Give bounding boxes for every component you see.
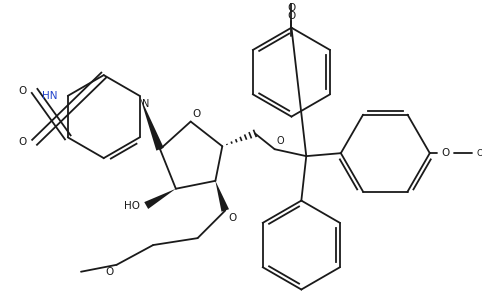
Text: O: O <box>193 109 201 119</box>
Text: HO: HO <box>124 200 140 211</box>
Text: O: O <box>18 137 27 147</box>
Text: O: O <box>476 149 482 158</box>
Text: O: O <box>287 3 295 13</box>
Text: N: N <box>142 99 149 109</box>
Polygon shape <box>215 181 229 212</box>
Text: O: O <box>18 86 27 96</box>
Text: O: O <box>442 148 450 158</box>
Text: O: O <box>106 267 114 277</box>
Polygon shape <box>140 96 164 151</box>
Text: O: O <box>228 213 237 223</box>
Text: O: O <box>277 136 284 146</box>
Text: O: O <box>287 11 295 21</box>
Text: HN: HN <box>42 91 58 101</box>
Polygon shape <box>144 189 176 209</box>
